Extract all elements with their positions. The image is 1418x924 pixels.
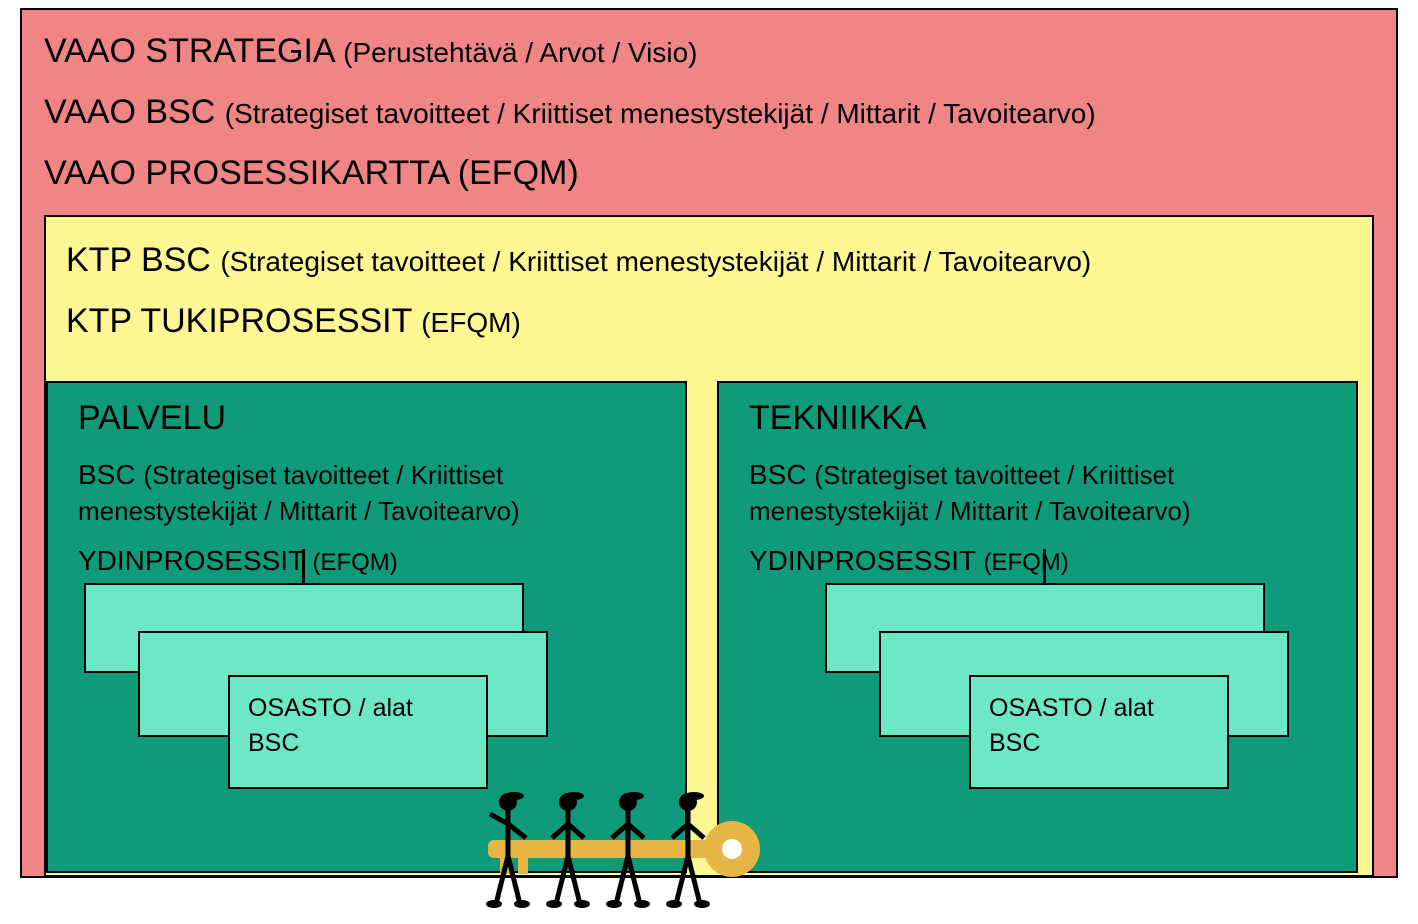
inner-line-2: KTP TUKIPROSESSIT (EFQM) bbox=[66, 302, 1352, 341]
outer-line-3: VAAO PROSESSIKARTTA (EFQM) bbox=[44, 154, 1374, 193]
panel-yp-lead: YDINPROSESSIT bbox=[749, 545, 983, 576]
inner-line-1-sub: (Strategiset tavoitteet / Kriittiset men… bbox=[220, 246, 1091, 277]
diagram-frame: VAAO STRATEGIA (Perustehtävä / Arvot / V… bbox=[20, 8, 1398, 878]
panel-bsc-sub: (Strategiset tavoitteet / Kriittiset men… bbox=[749, 460, 1191, 526]
org-label-line1: OSASTO / alat bbox=[989, 691, 1209, 726]
panel-bsc-lead: BSC bbox=[78, 459, 143, 490]
inner-line-1-lead: KTP BSC bbox=[66, 241, 220, 279]
panel-bsc: BSC (Strategiset tavoitteet / Kriittiset… bbox=[78, 456, 657, 529]
panel-title: PALVELU bbox=[78, 399, 657, 438]
outer-line-2-lead: VAAO BSC bbox=[44, 93, 225, 131]
inner-line-2-lead: KTP TUKIPROSESSIT bbox=[66, 302, 421, 340]
outer-line-2-sub: (Strategiset tavoitteet / Kriittiset men… bbox=[225, 98, 1096, 129]
panel-yp-sub: (EFQM) bbox=[312, 549, 397, 576]
panel-tekniikka: TEKNIIKKA BSC (Strategiset tavoitteet / … bbox=[717, 381, 1358, 873]
org-chart: OSASTO / alat BSC bbox=[78, 583, 578, 793]
panel-bsc: BSC (Strategiset tavoitteet / Kriittiset… bbox=[749, 456, 1328, 529]
outer-layer: VAAO STRATEGIA (Perustehtävä / Arvot / V… bbox=[22, 10, 1396, 876]
panel-row: PALVELU BSC (Strategiset tavoitteet / Kr… bbox=[46, 381, 1372, 875]
org-label-line2: BSC bbox=[989, 726, 1209, 761]
outer-line-3-lead: VAAO PROSESSIKARTTA bbox=[44, 154, 458, 192]
panel-ydinprosessit: YDINPROSESSIT (EFQM) bbox=[749, 545, 1328, 577]
outer-line-1: VAAO STRATEGIA (Perustehtävä / Arvot / V… bbox=[44, 32, 1374, 71]
inner-line-1: KTP BSC (Strategiset tavoitteet / Kriitt… bbox=[66, 241, 1352, 280]
panel-bsc-sub: (Strategiset tavoitteet / Kriittiset men… bbox=[78, 460, 520, 526]
panel-yp-sub: (EFQM) bbox=[983, 549, 1068, 576]
panel-title: TEKNIIKKA bbox=[749, 399, 1328, 438]
outer-line-1-sub: (Perustehtävä / Arvot / Visio) bbox=[343, 37, 697, 68]
panel-ydinprosessit: YDINPROSESSIT (EFQM) bbox=[78, 545, 657, 577]
outer-line-1-lead: VAAO STRATEGIA bbox=[44, 32, 343, 70]
inner-layer: KTP BSC (Strategiset tavoitteet / Kriitt… bbox=[44, 215, 1374, 877]
org-connector bbox=[302, 549, 305, 583]
panel-yp-lead: YDINPROSESSIT bbox=[78, 545, 312, 576]
org-box-front: OSASTO / alat BSC bbox=[969, 675, 1229, 789]
inner-line-2-sub: (EFQM) bbox=[421, 307, 521, 338]
org-chart: OSASTO / alat BSC bbox=[819, 583, 1319, 793]
org-label-line1: OSASTO / alat bbox=[248, 691, 468, 726]
panel-bsc-lead: BSC bbox=[749, 459, 814, 490]
org-box-front: OSASTO / alat BSC bbox=[228, 675, 488, 789]
outer-line-2: VAAO BSC (Strategiset tavoitteet / Kriit… bbox=[44, 93, 1374, 132]
org-connector bbox=[1043, 549, 1046, 583]
panel-palvelu: PALVELU BSC (Strategiset tavoitteet / Kr… bbox=[46, 381, 687, 873]
outer-line-3-sub: (EFQM) bbox=[458, 154, 579, 192]
org-label-line2: BSC bbox=[248, 726, 468, 761]
